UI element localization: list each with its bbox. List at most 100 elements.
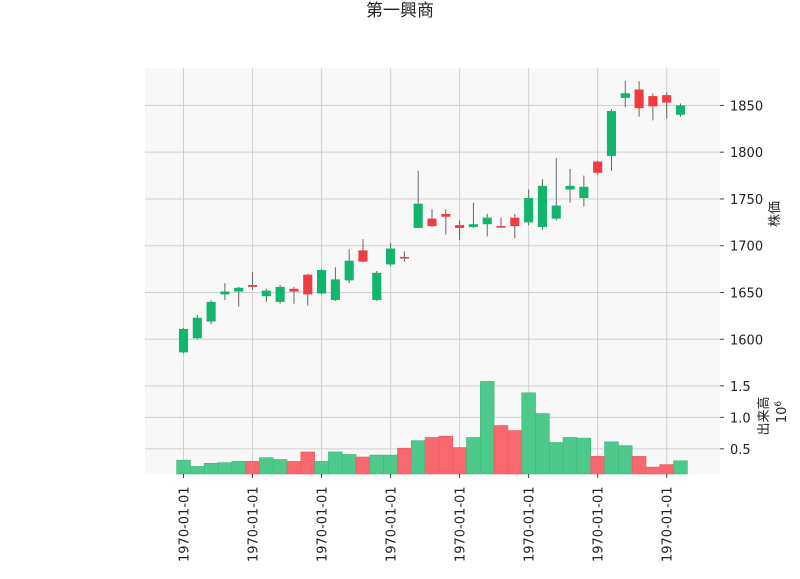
x-tick-label: 1970-01-01 [454, 486, 469, 562]
volume-bar [314, 461, 329, 475]
volume-axis-label: 出来高 [756, 396, 772, 435]
price-tick-label: 1650 [730, 286, 763, 301]
volume-bar [190, 466, 205, 475]
candle-body [178, 328, 189, 353]
volume-bar [231, 461, 246, 475]
x-tick-label: 1970-01-01 [592, 486, 607, 562]
volume-bar [397, 447, 412, 475]
volume-bar [272, 459, 288, 475]
price-tick-label: 1800 [730, 146, 763, 161]
candle-body [192, 317, 202, 339]
volume-bar [480, 381, 495, 475]
candles [178, 81, 686, 354]
volume-bar [383, 454, 398, 475]
candle-body [413, 203, 423, 228]
volume-bar [328, 451, 343, 475]
candle-body [206, 301, 216, 322]
volume-bar [369, 454, 384, 475]
volume-tick-label: 0.5 [730, 443, 751, 458]
volume-bar [521, 392, 536, 475]
candle-body [648, 96, 658, 107]
x-tick-label: 1970-01-01 [247, 486, 262, 562]
candle-body [579, 186, 589, 199]
volume-bar [176, 459, 191, 475]
candle-body [675, 105, 686, 115]
candle-body [662, 95, 672, 103]
candle-body [634, 89, 644, 109]
candle-body [261, 290, 271, 297]
candle-body [524, 198, 534, 223]
candle-body [330, 279, 340, 300]
price-tick-label: 1700 [730, 240, 763, 255]
volume-bar [466, 437, 481, 475]
volume-bar [355, 456, 371, 475]
candle-body [358, 250, 368, 262]
candle-body [316, 270, 327, 294]
volume-bar [341, 454, 357, 475]
price-tick-label: 1750 [730, 193, 763, 208]
volume-bar [217, 462, 233, 475]
candle-body [620, 93, 630, 98]
axis-labels: 1600 1650 1700 1750 1800 1850 0.5 1.0 1.5 1970-01… [178, 99, 764, 562]
volume-bar [576, 437, 592, 475]
volume-bar [590, 456, 605, 475]
candle-body [289, 288, 299, 292]
volume-bar [659, 464, 674, 475]
volume-bar [631, 456, 647, 475]
volume-bar [562, 437, 578, 475]
candle-body [455, 225, 465, 228]
volume-bar [549, 442, 564, 475]
volume-bar [535, 413, 550, 475]
volume-bars [176, 381, 688, 475]
candle-body [386, 248, 396, 265]
candle-body [344, 260, 354, 281]
price-tick-label: 1850 [730, 99, 763, 114]
candle-body [468, 224, 478, 228]
volume-bar [673, 460, 688, 475]
chart-title: 第一興商 [366, 1, 434, 21]
candle-body [565, 185, 575, 190]
x-tick-label: 1970-01-01 [316, 486, 331, 562]
x-tick-label: 1970-01-01 [178, 486, 193, 562]
candle-body [537, 185, 548, 228]
candle-body [234, 287, 244, 292]
candle-body [496, 226, 506, 228]
candle-body [220, 291, 230, 295]
candle-body [482, 217, 492, 225]
candle-body [303, 274, 313, 295]
candle-body [510, 217, 520, 227]
volume-tick-label: 1.5 [730, 380, 751, 395]
volume-bar [300, 451, 315, 475]
x-tick-label: 1970-01-01 [661, 486, 676, 562]
volume-bar [493, 425, 509, 475]
volume-bar [203, 462, 219, 475]
volume-bar [438, 435, 454, 475]
candle-body [606, 111, 617, 156]
volume-bar [452, 447, 467, 475]
volume-bar [410, 440, 426, 475]
volume-bar [507, 430, 523, 475]
candle-body [372, 272, 382, 300]
candle-body [551, 205, 561, 219]
candle-body [275, 286, 285, 302]
x-tick-label: 1970-01-01 [385, 486, 400, 562]
volume-bar [286, 461, 302, 475]
volume-scale-label: 106 [774, 401, 790, 424]
volume-bar [618, 445, 633, 475]
candle-body [427, 218, 437, 227]
volume-bar [245, 461, 260, 475]
candle-body [441, 213, 451, 217]
candle-body [593, 161, 603, 173]
volume-bar [645, 466, 661, 475]
volume-bar [259, 457, 274, 475]
volume-bar [604, 441, 619, 475]
candle-body [399, 256, 409, 259]
price-tick-label: 1600 [730, 333, 763, 348]
volume-bar [424, 437, 440, 475]
volume-tick-label: 1.0 [730, 411, 751, 426]
price-axis-label: 株価 [768, 201, 783, 227]
candle-body [247, 285, 258, 287]
x-tick-label: 1970-01-01 [523, 486, 538, 562]
